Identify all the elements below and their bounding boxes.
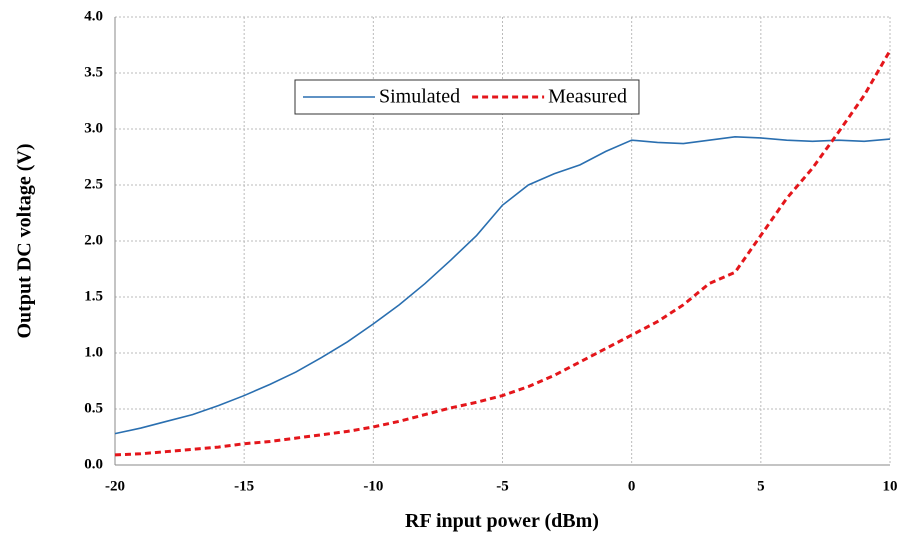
x-tick-label: -10 — [363, 478, 383, 494]
y-tick-label: 0.5 — [84, 400, 103, 416]
y-tick-label: 0.0 — [84, 456, 103, 472]
y-tick-label: 2.0 — [84, 232, 103, 248]
x-tick-label: -15 — [234, 478, 254, 494]
x-tick-label: 0 — [628, 478, 636, 494]
y-axis-title: Output DC voltage (V) — [14, 144, 36, 339]
x-tick-label: -5 — [496, 478, 509, 494]
y-tick-label: 3.0 — [84, 120, 103, 136]
series-line — [114, 136, 891, 435]
x-axis-title: RF input power (dBm) — [405, 510, 599, 532]
legend-label: Simulated — [379, 86, 460, 108]
y-tick-label: 4.0 — [84, 8, 103, 24]
y-tick-label: 1.5 — [84, 288, 103, 304]
y-tick-label: 2.5 — [84, 176, 103, 192]
legend-label: Measured — [548, 86, 627, 108]
y-tick-label: 1.0 — [84, 344, 103, 360]
x-tick-label: 5 — [757, 478, 765, 494]
x-tick-label: 10 — [883, 478, 898, 494]
y-tick-label: 3.5 — [84, 64, 103, 80]
series-line — [114, 49, 892, 457]
x-tick-label: -20 — [105, 478, 125, 494]
